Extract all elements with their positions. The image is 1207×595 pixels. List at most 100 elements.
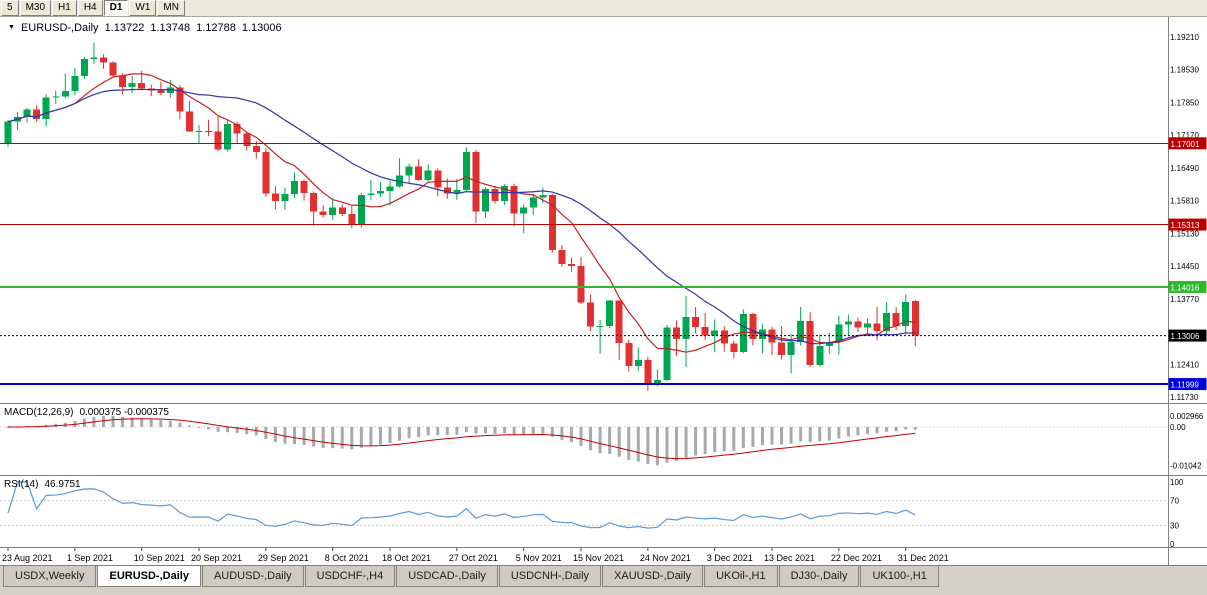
macd-histogram-bar [340, 427, 344, 449]
price-badge-label: 1.14016 [1171, 283, 1200, 292]
timeframe-button-d1[interactable]: D1 [103, 0, 129, 16]
date-axis-label: 1 Sep 2021 [67, 553, 113, 563]
timeframe-button-m30[interactable]: M30 [19, 0, 52, 16]
macd-histogram-bar [522, 427, 526, 435]
macd-histogram-bar [455, 427, 459, 435]
macd-histogram-bar [808, 427, 812, 443]
macd-histogram-bar [684, 427, 688, 458]
macd-histogram-bar [856, 427, 860, 436]
macd-histogram-bar [187, 425, 191, 427]
price-axis-label: 1.13770 [1170, 295, 1199, 304]
chart-tab-usdcad-daily[interactable]: USDCAD-,Daily [396, 566, 498, 587]
timeframe-button-mn[interactable]: MN [157, 0, 185, 16]
candle-body [825, 342, 833, 346]
chart-tab-uk100-h1[interactable]: UK100-,H1 [860, 566, 939, 587]
date-axis-label: 23 Aug 2021 [2, 553, 53, 563]
candle-body [23, 109, 31, 117]
candle-body [806, 320, 814, 365]
macd-histogram-bar [130, 417, 134, 427]
date-axis-label: 15 Nov 2021 [573, 553, 624, 563]
date-axis-label: 8 Oct 2021 [325, 553, 369, 563]
candle-body [52, 96, 60, 98]
macd-histogram-bar [866, 427, 869, 435]
macd-histogram-bar [493, 427, 497, 434]
candle-body [386, 186, 394, 192]
candle-body [682, 317, 690, 339]
candle-body [615, 300, 623, 344]
macd-histogram-bar [694, 427, 698, 456]
candle-body [195, 130, 203, 132]
macd-pane[interactable] [0, 415, 1168, 466]
chart-background [0, 17, 1207, 565]
macd-histogram-bar [207, 427, 211, 430]
candle-body [491, 189, 499, 202]
macd-histogram-bar [760, 427, 764, 446]
candle-body [730, 343, 738, 353]
candle-body [577, 266, 585, 303]
macd-axis-label: 0.00 [1170, 423, 1186, 432]
chart-tab-xauusd-daily[interactable]: XAUUSD-,Daily [602, 566, 704, 587]
rsi-pane[interactable] [0, 481, 1168, 529]
candle-body [653, 380, 661, 385]
candle-body [453, 190, 461, 194]
macd-histogram-bar [751, 427, 755, 447]
candle-body [329, 207, 337, 216]
macd-histogram-bar [388, 427, 392, 443]
price-badge [1168, 137, 1207, 150]
macd-histogram-bar [168, 420, 172, 427]
timeframe-button-5[interactable]: 5 [1, 0, 19, 16]
candle-body [606, 300, 614, 327]
macd-histogram-bar [293, 427, 296, 445]
timeframe-button-w1[interactable]: W1 [129, 0, 157, 16]
macd-histogram-bar [245, 427, 249, 435]
candle-body [462, 152, 470, 191]
candle-body [567, 264, 575, 267]
macd-histogram-bar [302, 427, 306, 446]
date-axis-label: 22 Dec 2021 [831, 553, 882, 563]
macd-histogram-bar [512, 427, 516, 435]
macd-histogram-bar [474, 427, 478, 434]
macd-histogram-bar [321, 427, 325, 448]
candle-body [252, 145, 260, 153]
price-axis-label: 1.11730 [1170, 393, 1199, 402]
chart-tab-ukoil-h1[interactable]: UKOil-,H1 [704, 566, 778, 587]
date-axis-label: 13 Dec 2021 [764, 553, 815, 563]
chart-tab-audusd-daily[interactable]: AUDUSD-,Daily [201, 566, 304, 587]
price-axis-label: 1.19210 [1170, 33, 1199, 42]
macd-histogram-bar [675, 427, 678, 461]
candle-body [300, 180, 308, 193]
chart-tab-dj30-daily[interactable]: DJ30-,Daily [778, 566, 860, 587]
candle-body [224, 124, 232, 150]
timeframe-button-h1[interactable]: H1 [52, 0, 77, 16]
chart-tab-usdx-weekly[interactable]: USDX,Weekly [3, 566, 97, 587]
timeframe-button-h4[interactable]: H4 [77, 0, 103, 16]
candle-body [233, 124, 241, 134]
price-badge-label: 1.15313 [1171, 221, 1200, 230]
candle-body [529, 197, 537, 208]
candle-body [348, 214, 356, 226]
candle-body [854, 321, 862, 328]
candle-body [558, 250, 566, 265]
candle-body [138, 83, 146, 89]
macd-histogram-bar [732, 427, 736, 451]
candle-body [243, 133, 251, 146]
macd-histogram-bar [407, 427, 411, 439]
rsi-axis-label: 70 [1170, 497, 1179, 506]
chart-tab-usdchf-h4[interactable]: USDCHF-,H4 [304, 566, 396, 587]
macd-histogram-bar [484, 427, 487, 434]
candle-body [749, 314, 757, 339]
price-axis-label: 1.15810 [1170, 197, 1199, 206]
candle-body [61, 90, 69, 97]
macd-histogram-bar [741, 427, 745, 448]
chart-tab-eurusd-daily[interactable]: EURUSD-,Daily [97, 566, 201, 587]
price-pane[interactable] [4, 42, 919, 391]
chart-tab-usdcnh-daily[interactable]: USDCNH-,Daily [498, 566, 602, 587]
macd-histogram-bar [235, 427, 239, 433]
macd-histogram-bar [216, 427, 220, 432]
chart-canvas[interactable]: 1.19210 1.18530 1.17850 1.17170 1.16490 1.158… [0, 17, 1207, 565]
candle-body [902, 302, 910, 326]
macd-histogram-bar [665, 427, 669, 463]
macd-histogram-bar [159, 420, 163, 427]
candle-body [634, 359, 642, 367]
chart-tabs: USDX,Weekly EURUSD-,Daily AUDUSD-,Daily USD… [0, 565, 1207, 595]
